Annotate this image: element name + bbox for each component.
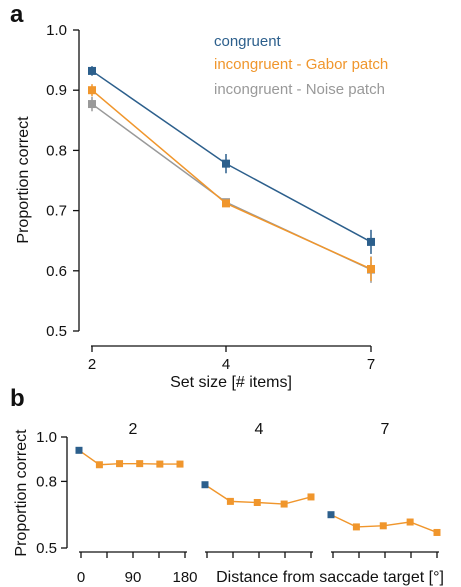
data-point-incongruent: [352, 523, 360, 531]
data-point-incongruent: [95, 461, 103, 469]
legend-incongruent-gabor: incongruent - Gabor patch: [214, 56, 388, 73]
series-line-2: [91, 103, 372, 271]
panel-a-x-tick-label: 4: [222, 356, 230, 373]
data-point-congruent: [75, 446, 83, 454]
data-point-incongruent: [226, 497, 234, 505]
series-line-1: [91, 89, 372, 270]
data-point-incongruent: [116, 460, 124, 468]
legend-congruent: congruent: [214, 33, 282, 50]
panel-a-x-label: Set size [# items]: [170, 374, 292, 391]
data-point-incongruent: [307, 493, 315, 501]
panel-b-y-label: Proportion correct: [13, 429, 30, 557]
panel-b-y-tick-label: 0.5: [36, 540, 57, 557]
panel-b-y-tick-label: 0.8: [36, 473, 57, 490]
data-point: [88, 100, 96, 109]
panel-a-letter: a: [10, 1, 24, 28]
panel-a-y-tick-label: 1.0: [46, 22, 67, 39]
data-point: [367, 237, 375, 246]
data-point-congruent: [201, 481, 209, 489]
panel-a-y-label: Proportion correct: [15, 116, 32, 244]
legend-incongruent-noise: incongruent - Noise patch: [214, 81, 385, 98]
data-point-congruent: [327, 511, 335, 519]
panel-a-chart: Proportion correct Set size [# items] co…: [15, 22, 388, 391]
data-point: [88, 66, 96, 75]
facet-label: 4: [255, 421, 264, 438]
data-point-incongruent: [433, 528, 441, 536]
data-point-incongruent: [406, 518, 414, 526]
panel-a-y-tick-label: 0.7: [46, 203, 67, 220]
panel-a-y-tick-label: 0.8: [46, 142, 67, 159]
panel-a-x-tick-label: 2: [88, 356, 96, 373]
panel-a-y-tick-label: 0.5: [46, 323, 67, 340]
data-point: [222, 159, 230, 168]
data-point-incongruent: [156, 460, 164, 468]
data-point-incongruent: [136, 460, 144, 468]
data-point: [367, 264, 375, 273]
data-point-incongruent: [176, 460, 184, 468]
panel-a-y-tick-label: 0.6: [46, 263, 67, 280]
panel-b-x-label: Distance from saccade target [°]: [216, 569, 444, 586]
panel-b-y-tick-label: 1.0: [36, 429, 57, 446]
panel-b-x-tick-label: 0: [77, 569, 85, 586]
facet-label: 7: [381, 421, 390, 438]
panel-a-y-tick-label: 0.9: [46, 82, 67, 99]
facet-line: [78, 449, 180, 466]
panel-b-letter: b: [10, 385, 25, 412]
panel-a-x-tick-label: 7: [367, 356, 375, 373]
panel-b-x-tick-label: 90: [125, 569, 142, 586]
data-point-incongruent: [379, 522, 387, 530]
data-point: [222, 199, 230, 208]
panel-b-chart: Proportion correct Distance from saccade…: [13, 421, 444, 586]
data-point-incongruent: [280, 500, 288, 508]
facet-label: 2: [129, 421, 138, 438]
data-point-incongruent: [253, 498, 261, 506]
panel-b-x-tick-label: 180: [172, 569, 197, 586]
data-point: [88, 86, 96, 95]
